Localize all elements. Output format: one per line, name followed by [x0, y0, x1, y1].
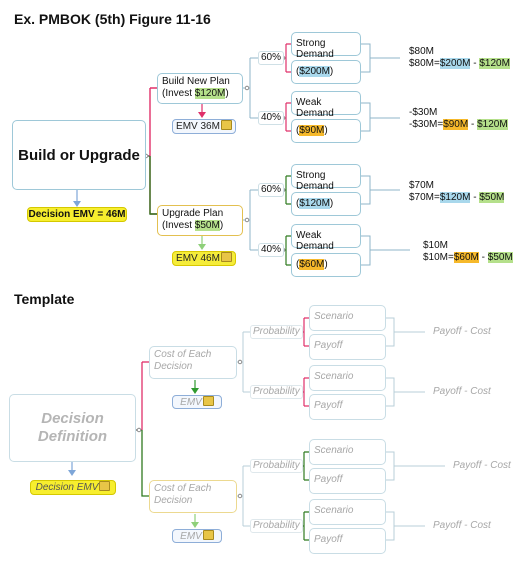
- template-payoff-cost-2a[interactable]: Payoff - Cost: [453, 460, 511, 471]
- build-strong-probability[interactable]: 60%: [258, 51, 285, 65]
- build-new-plan-node[interactable]: Build New Plan (Invest $120M): [157, 73, 243, 104]
- template-decision-2-node[interactable]: Cost of Each Decision: [149, 480, 237, 513]
- build-weak-value-node[interactable]: ($90M): [291, 119, 361, 143]
- build-new-plan-label: Build New Plan: [162, 76, 230, 87]
- template-decision-1-node[interactable]: Cost of Each Decision: [149, 346, 237, 379]
- example-heading: Ex. PMBOK (5th) Figure 11-16: [14, 11, 211, 27]
- upgrade-emv-badge[interactable]: EMV 46M: [172, 251, 236, 266]
- upgrade-plan-node[interactable]: Upgrade Plan (Invest $50M): [157, 205, 243, 236]
- upgrade-plan-label: Upgrade Plan: [162, 208, 224, 219]
- note-icon: [99, 481, 111, 491]
- note-icon: [202, 530, 214, 540]
- upgrade-invest-value: $50M: [194, 220, 220, 231]
- note-icon: [220, 120, 232, 130]
- build-emv-label: EMV 36M: [176, 121, 220, 132]
- upgrade-strong-probability[interactable]: 60%: [258, 183, 285, 197]
- build-strong-value-node[interactable]: ($200M): [291, 60, 361, 84]
- template-decision-emv[interactable]: Decision EMV: [30, 480, 116, 495]
- note-icon: [202, 396, 214, 406]
- upgrade-strong-value: $120M: [299, 198, 330, 209]
- build-strong-demand-node[interactable]: Strong Demand: [291, 32, 361, 60]
- template-emv-2-badge[interactable]: EMV: [172, 529, 222, 543]
- template-payoff-1a[interactable]: Payoff: [309, 334, 386, 360]
- template-emv-1-badge[interactable]: EMV: [172, 395, 222, 409]
- upgrade-weak-probability[interactable]: 40%: [258, 243, 285, 257]
- build-weak-demand-node[interactable]: Weak Demand: [291, 91, 361, 119]
- build-emv-badge[interactable]: EMV 36M: [172, 119, 236, 134]
- build-weak-value: $90M: [299, 125, 325, 136]
- build-invest-line: (Invest $120M): [162, 88, 229, 99]
- template-root-label: Decision Definition: [37, 410, 108, 445]
- note-icon: [220, 252, 232, 262]
- template-payoff-cost-1b[interactable]: Payoff - Cost: [433, 386, 491, 397]
- upgrade-invest-line: (Invest $50M): [162, 220, 224, 231]
- template-scenario-1a[interactable]: Scenario: [309, 305, 386, 331]
- example-root-label: Build or Upgrade: [18, 146, 140, 164]
- example-decision-emv[interactable]: Decision EMV = 46M: [27, 207, 127, 222]
- template-probability-1a[interactable]: Probability: [250, 325, 303, 339]
- template-scenario-2a[interactable]: Scenario: [309, 439, 386, 465]
- upgrade-weak-value-node[interactable]: ($60M): [291, 253, 361, 277]
- template-payoff-2a[interactable]: Payoff: [309, 468, 386, 494]
- upgrade-strong-value-node[interactable]: ($120M): [291, 192, 361, 216]
- template-probability-2a[interactable]: Probability: [250, 459, 303, 473]
- build-weak-payoff[interactable]: -$30M -$30M=$90M - $120M: [409, 107, 508, 130]
- upgrade-strong-demand-node[interactable]: Strong Demand: [291, 164, 361, 192]
- build-strong-value: $200M: [299, 66, 330, 77]
- template-payoff-cost-1a[interactable]: Payoff - Cost: [433, 326, 491, 337]
- example-root-node[interactable]: Build or Upgrade: [12, 120, 146, 190]
- template-probability-1b[interactable]: Probability: [250, 385, 303, 399]
- build-invest-value: $120M: [194, 88, 226, 99]
- template-payoff-2b[interactable]: Payoff: [309, 528, 386, 554]
- template-root-node[interactable]: Decision Definition: [9, 394, 136, 462]
- template-payoff-cost-2b[interactable]: Payoff - Cost: [433, 520, 491, 531]
- upgrade-strong-payoff[interactable]: $70M $70M=$120M - $50M: [409, 180, 505, 203]
- template-payoff-1b[interactable]: Payoff: [309, 394, 386, 420]
- upgrade-emv-label: EMV 46M: [176, 253, 220, 264]
- upgrade-weak-demand-node[interactable]: Weak Demand: [291, 224, 361, 252]
- template-scenario-2b[interactable]: Scenario: [309, 499, 386, 525]
- build-weak-probability[interactable]: 40%: [258, 111, 285, 125]
- template-heading: Template: [14, 291, 75, 307]
- upgrade-weak-payoff[interactable]: $10M $10M=$60M - $50M: [423, 240, 513, 263]
- build-strong-payoff[interactable]: $80M $80M=$200M - $120M: [409, 46, 510, 69]
- template-scenario-1b[interactable]: Scenario: [309, 365, 386, 391]
- upgrade-weak-value: $60M: [299, 259, 325, 270]
- template-probability-2b[interactable]: Probability: [250, 519, 303, 533]
